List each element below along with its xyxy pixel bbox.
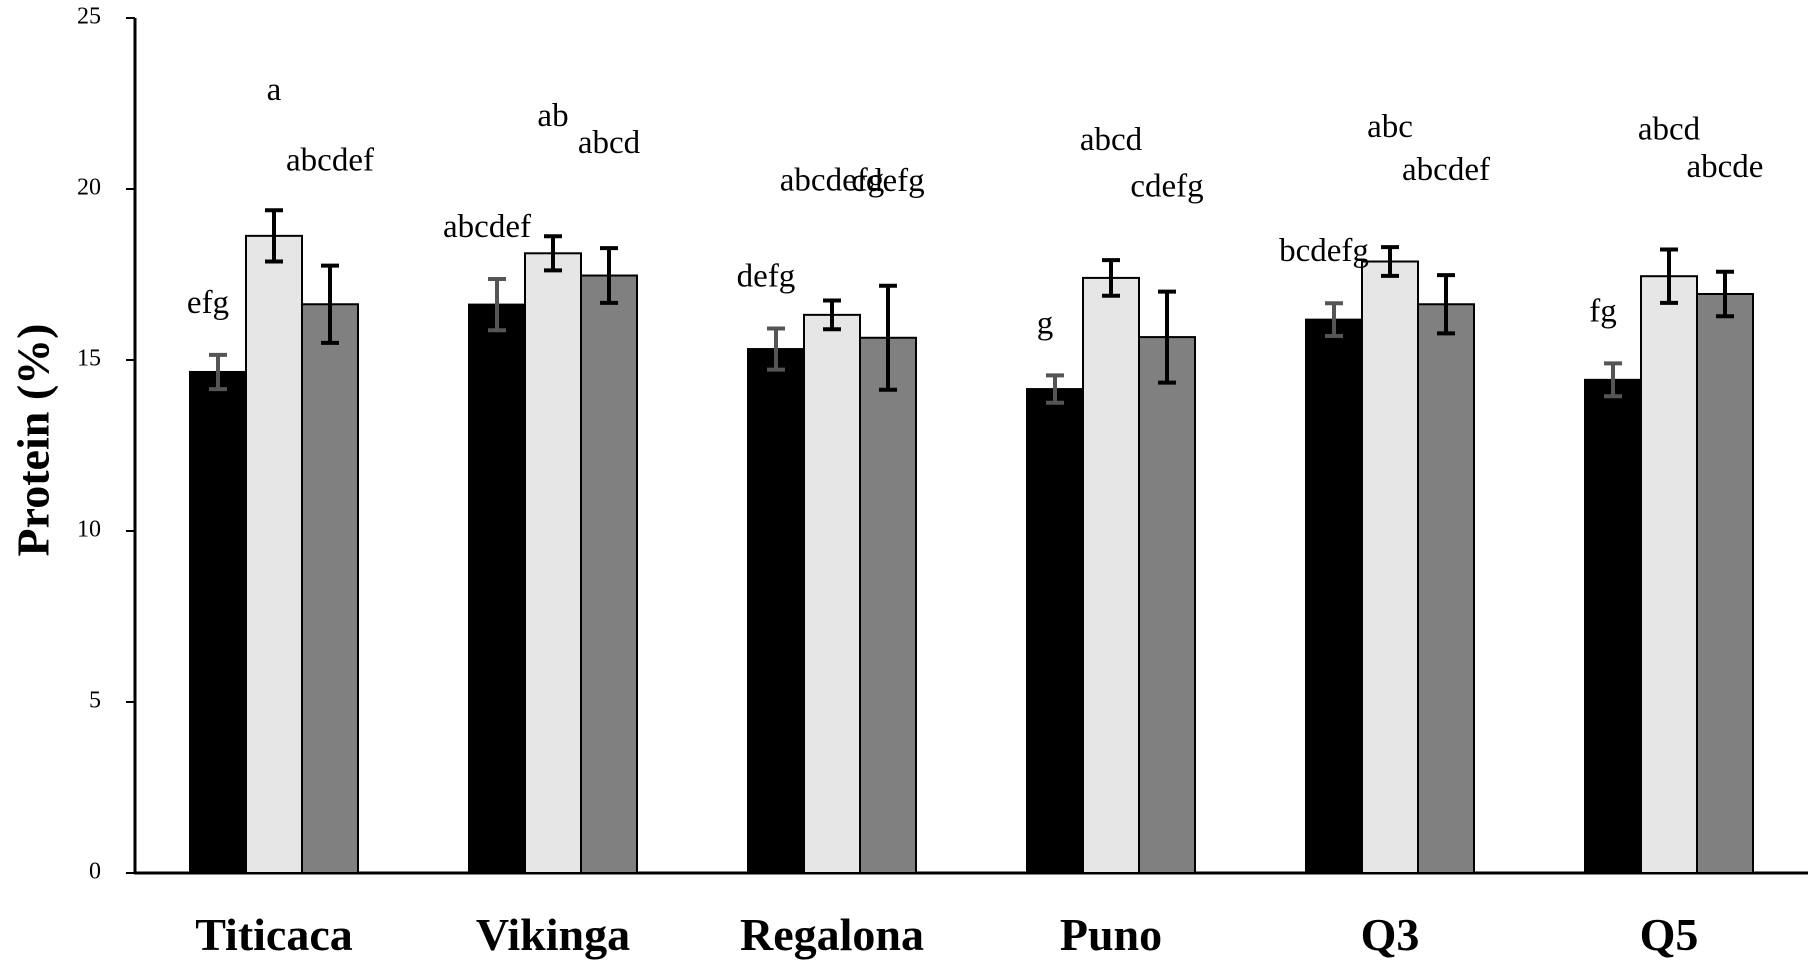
bar-q5-2 [1640,275,1698,874]
significance-label: fg [1589,293,1617,329]
bar-puno-1 [1026,388,1084,874]
y-tick-label: 10 [77,517,101,543]
bar-vikinga-1 [468,303,526,874]
bar-puno-3 [1138,336,1196,874]
significance-label: cdefg [851,163,924,199]
significance-label: cdefg [1130,169,1203,205]
significance-label: abcdef [443,209,531,245]
significance-label: abcd [1638,112,1701,148]
bar-regalona-3 [859,336,917,874]
significance-label: bcdefg [1279,233,1369,269]
bar-vikinga-2 [524,252,582,874]
significance-label: ab [537,98,568,134]
y-tick-label: 0 [89,859,101,885]
bar-titicaca-2 [245,234,303,874]
category-labels: Titicaca Vikinga Regalona Puno Q3 Q5 [195,909,1698,960]
bar-titicaca-3 [301,303,359,874]
bar-vikinga-3 [580,274,638,874]
bar-regalona-1 [747,348,805,874]
y-axis-title: Protein (%) [8,324,59,557]
significance-label: a [267,72,282,108]
significance-labels: efgaabcdefabcdefababcddefgabcdefgcdefgga… [187,72,1764,341]
significance-label: abcde [1687,149,1764,185]
category-label-q5: Q5 [1640,909,1699,960]
axes: 0 5 10 15 20 25 [77,4,1808,885]
y-tick-label: 15 [77,346,101,372]
significance-label: defg [737,259,796,295]
bars [189,234,1754,875]
significance-label: abc [1367,109,1413,145]
significance-label: g [1037,305,1054,341]
bar-q3-2 [1361,260,1419,874]
category-label-puno: Puno [1060,909,1162,960]
category-label-titicaca: Titicaca [195,909,353,960]
bar-q3-1 [1305,318,1363,875]
bar-q5-1 [1584,378,1642,874]
significance-label: abcdef [286,143,374,179]
bar-titicaca-1 [189,370,247,874]
category-label-regalona: Regalona [740,909,924,960]
bar-regalona-2 [803,313,861,874]
significance-label: abcd [578,125,641,161]
error-bars [209,208,1734,405]
significance-label: efg [187,285,229,321]
significance-label: abcdefg [780,162,884,198]
category-label-q3: Q3 [1361,909,1420,960]
significance-label: abcdef [1402,152,1490,188]
bar-puno-2 [1082,276,1140,875]
y-tick-label: 20 [77,175,101,201]
significance-label: abcd [1080,122,1143,158]
y-tick-label: 5 [89,688,101,714]
y-tick-label: 25 [77,4,101,30]
bar-q5-3 [1696,292,1754,874]
bar-q3-3 [1417,303,1475,874]
category-label-vikinga: Vikinga [476,909,630,960]
